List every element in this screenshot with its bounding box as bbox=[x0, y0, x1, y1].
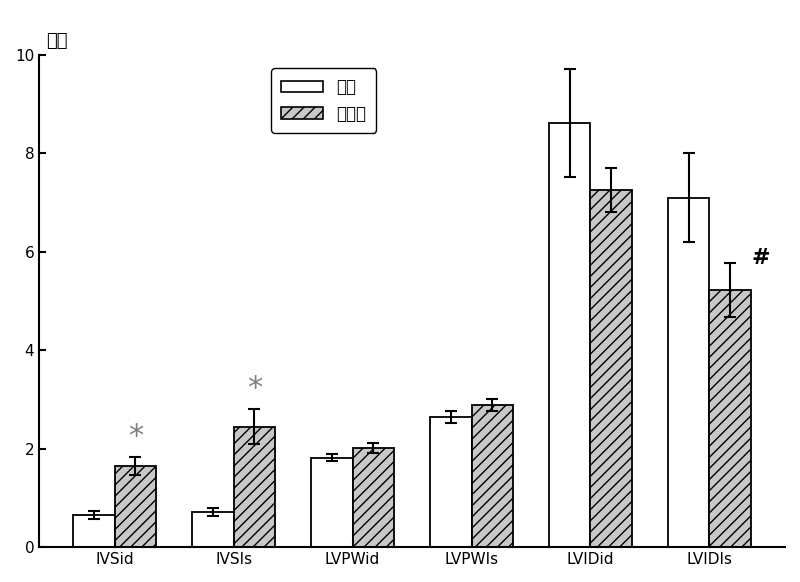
Text: 毫米: 毫米 bbox=[46, 32, 68, 50]
Text: #: # bbox=[752, 248, 770, 268]
Bar bbox=[668, 198, 710, 547]
Bar bbox=[471, 406, 513, 547]
Legend: 对照, 干细胞: 对照, 干细胞 bbox=[271, 68, 376, 133]
Bar bbox=[114, 466, 156, 547]
Bar bbox=[234, 427, 275, 547]
Bar bbox=[73, 515, 114, 547]
Bar bbox=[590, 190, 632, 547]
Bar bbox=[549, 123, 590, 547]
Text: *: * bbox=[128, 422, 143, 451]
Bar bbox=[311, 457, 353, 547]
Bar bbox=[353, 448, 394, 547]
Bar bbox=[430, 417, 471, 547]
Bar bbox=[710, 290, 751, 547]
Bar bbox=[192, 512, 234, 547]
Text: *: * bbox=[247, 374, 262, 403]
